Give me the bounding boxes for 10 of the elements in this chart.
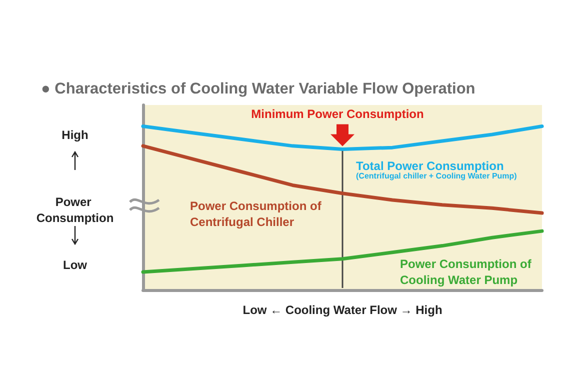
text: Low	[63, 258, 88, 272]
series-label: Power Consumption of Cooling Water Pump	[400, 257, 535, 287]
text: High	[62, 128, 88, 142]
annotation: (Centrifugal chiller + Cooling Water Pump)	[356, 172, 518, 180]
series-label: Total Power Consumption	[356, 159, 504, 173]
y-axis-title: Power Consumption	[36, 195, 114, 225]
x-axis-title: Low ← Cooling Water Flow → High	[242, 303, 442, 317]
series-label: Power Consumption of Centrifugal Chiller	[190, 199, 325, 229]
chart-title: ● Characteristics of Cooling Water Variable Flow Operation	[41, 80, 476, 98]
annotation: Minimum Power Consumption	[251, 107, 424, 122]
